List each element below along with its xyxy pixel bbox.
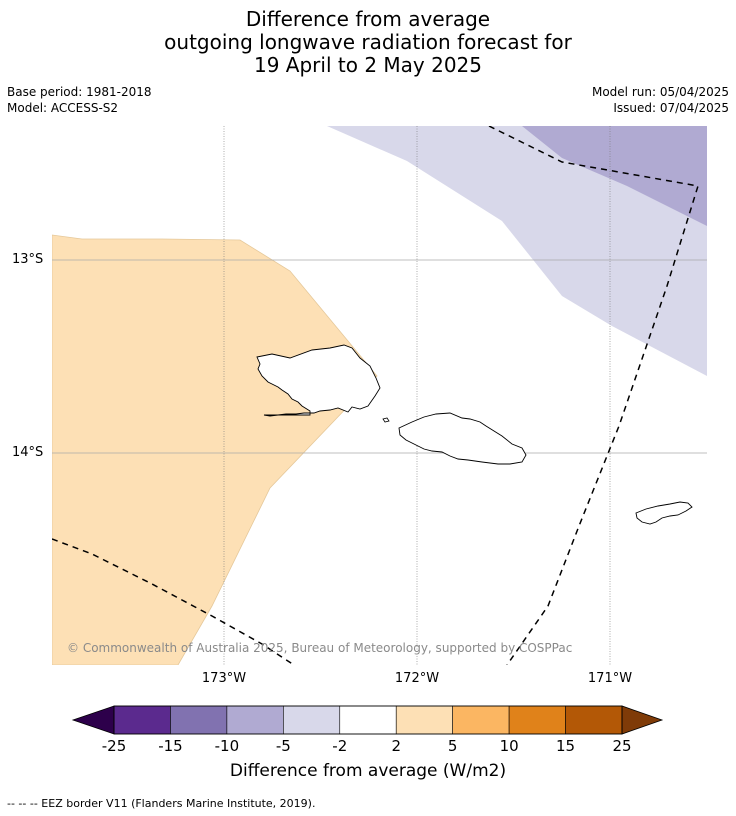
- negative-anomaly-region-light: [327, 126, 707, 376]
- meta-left: Base period: 1981-2018 Model: ACCESS-S2: [7, 84, 152, 116]
- colorbar-segment-0: [113, 705, 171, 735]
- lat-label-13s: 13°S: [12, 252, 44, 267]
- model-run: Model run: 05/04/2025: [591, 85, 729, 99]
- colorbar-segment-7: [508, 705, 566, 735]
- savaii-island: [256, 344, 381, 417]
- colorbar-tick-label: 10: [499, 737, 519, 755]
- lon-label-173w: 173°W: [201, 671, 247, 686]
- colorbar-tick-label: -2: [332, 737, 348, 755]
- lon-label-172w: 172°W: [394, 671, 440, 686]
- colorbar-tick-label: -15: [158, 737, 183, 755]
- title-line-1: Difference from average: [245, 7, 491, 31]
- manono-islet: [382, 417, 390, 423]
- title-line-2: outgoing longwave radiation forecast for: [164, 30, 572, 54]
- eez-legend-note: -- -- -- EEZ border V11 (Flanders Marine…: [7, 797, 316, 810]
- colorbar-tick-label: 25: [612, 737, 632, 755]
- colorbar-segment-2: [226, 705, 284, 735]
- colorbar-segment-1: [170, 705, 228, 735]
- title-line-3: 19 April to 2 May 2025: [254, 53, 482, 77]
- colorbar-segment-6: [452, 705, 510, 735]
- colorbar: [71, 705, 664, 735]
- colorbar-tick-label: 15: [556, 737, 576, 755]
- lat-label-14s: 14°S: [12, 445, 44, 460]
- eez-border-east: [488, 126, 699, 665]
- colorbar-segment-4: [339, 705, 397, 735]
- colorbar-outline: [113, 705, 623, 735]
- colorbar-segment-3: [283, 705, 341, 735]
- upolu-island: [398, 412, 527, 465]
- colorbar-extend-high: [621, 705, 664, 735]
- colorbar-tick-label: -10: [214, 737, 240, 755]
- base-period: Base period: 1981-2018: [7, 85, 152, 99]
- lon-label-171w: 171°W: [587, 671, 633, 686]
- chart-title: Difference from average outgoing longwav…: [0, 8, 736, 77]
- tutuila-island: [635, 501, 693, 525]
- model-name: Model: ACCESS-S2: [7, 101, 119, 115]
- colorbar-tick-label: -25: [101, 737, 127, 755]
- positive-anomaly-region: [52, 234, 378, 665]
- colorbar-segment-5: [395, 705, 453, 735]
- copyright-text: © Commonwealth of Australia 2025, Bureau…: [67, 641, 573, 655]
- map-panel: [52, 126, 707, 665]
- negative-anomaly-region-dark: [522, 126, 707, 226]
- colorbar-tick-label: 5: [447, 737, 458, 755]
- colorbar-segment-8: [565, 705, 623, 735]
- colorbar-title: Difference from average (W/m2): [229, 761, 507, 781]
- colorbar-extend-low: [71, 705, 115, 735]
- eez-border-southwest: [52, 538, 295, 665]
- colorbar-tick-label: -5: [275, 737, 291, 755]
- meta-right: Model run: 05/04/2025 Issued: 07/04/2025: [592, 84, 729, 116]
- colorbar-tick-label: 2: [391, 737, 401, 755]
- issued-date: Issued: 07/04/2025: [613, 101, 729, 115]
